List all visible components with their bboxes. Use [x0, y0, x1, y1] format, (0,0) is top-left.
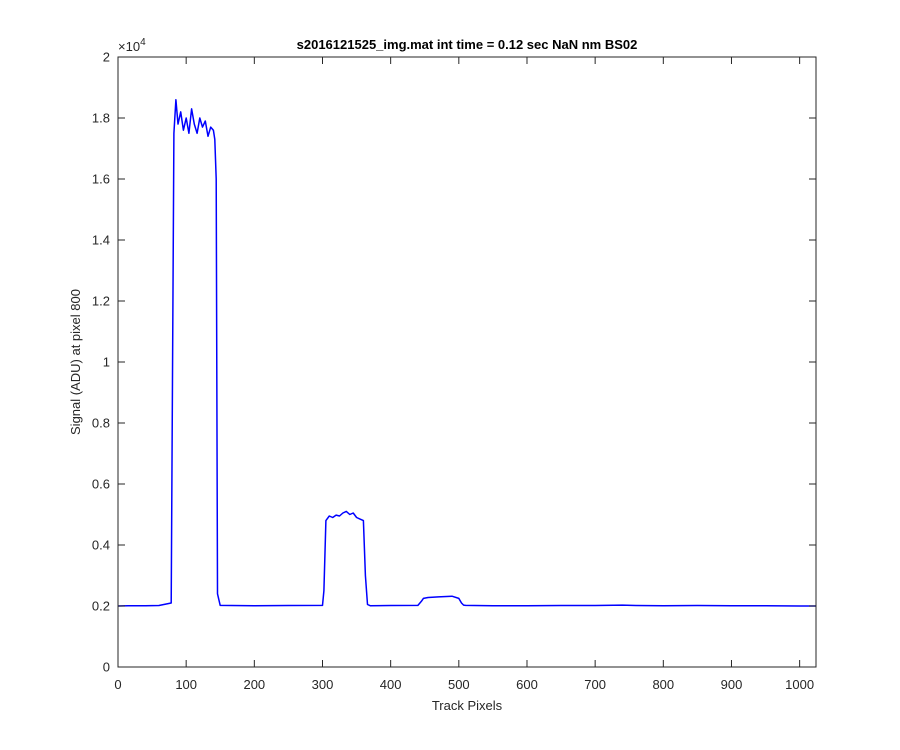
x-tick-label: 600 — [516, 677, 538, 692]
y-exponent-base: ×10 — [118, 39, 140, 54]
ticks-group: 0 100 200 300 400 500 600 700 800 900 1000 0 0.2 0.4 0… — [92, 50, 816, 692]
y-tick-label: 2 — [103, 50, 110, 65]
x-tick-label: 200 — [243, 677, 265, 692]
y-exponent-power: 4 — [140, 37, 146, 48]
x-tick-label: 900 — [721, 677, 743, 692]
chart-title: s2016121525_img.mat int time = 0.12 sec … — [297, 37, 638, 52]
y-tick-label: 1.4 — [92, 233, 110, 248]
x-tick-label: 700 — [584, 677, 606, 692]
axes-box — [117, 56, 817, 668]
y-tick-label: 0.4 — [92, 538, 110, 553]
y-tick-label: 1 — [103, 355, 110, 370]
series-group — [117, 98, 816, 607]
y-tick-label: 0 — [103, 660, 110, 675]
y-tick-label: 0.8 — [92, 416, 110, 431]
x-tick-label: 400 — [380, 677, 402, 692]
y-axis-label: Signal (ADU) at pixel 800 — [68, 289, 83, 435]
y-exponent-label: ×104 — [118, 37, 146, 54]
x-tick-label: 1000 — [785, 677, 814, 692]
series-line — [117, 98, 816, 607]
y-tick-label: 1.2 — [92, 294, 110, 309]
x-axis-label: Track Pixels — [432, 698, 503, 713]
y-tick-label: 1.8 — [92, 111, 110, 126]
y-tick-label: 0.2 — [92, 599, 110, 614]
y-tick-label: 0.6 — [92, 477, 110, 492]
x-tick-label: 0 — [114, 677, 121, 692]
x-tick-label: 100 — [175, 677, 197, 692]
x-tick-label: 500 — [448, 677, 470, 692]
x-tick-label: 800 — [652, 677, 674, 692]
x-tick-label: 300 — [312, 677, 334, 692]
plot-area — [118, 57, 816, 667]
y-tick-label: 1.6 — [92, 172, 110, 187]
